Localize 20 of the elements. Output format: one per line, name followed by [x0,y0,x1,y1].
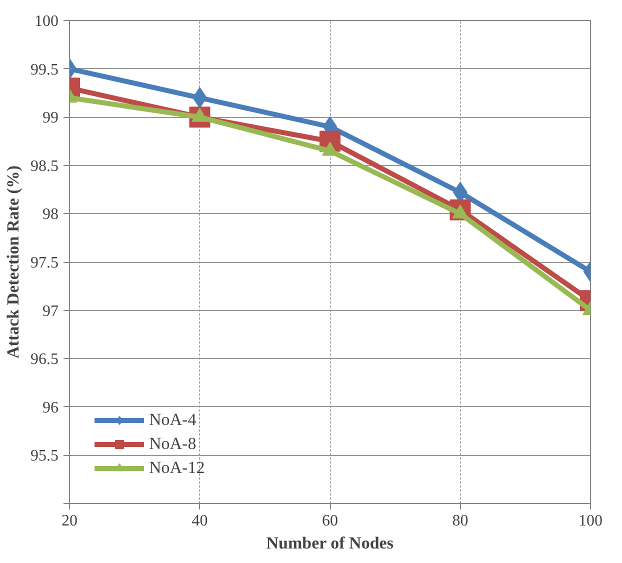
legend-label: NoA-4 [149,410,196,430]
x-tick-label: 80 [452,512,468,530]
x-tick-label: 20 [62,512,78,530]
y-tick-label: 98 [42,206,58,224]
y-tick-label: 99.5 [30,61,58,78]
y-tick-label: 97 [42,302,58,320]
x-tick-label: 60 [322,512,338,530]
y-axis-title: Attack Detection Rate (%) [4,165,22,359]
y-tick-label: 96 [42,399,58,416]
y-tick-label: 96.5 [30,351,58,368]
legend-label: NoA-12 [149,458,205,478]
y-tick-label: 98.5 [30,158,58,175]
y-tick-label: 99 [42,110,58,127]
x-tick-label: 100 [578,512,602,530]
legend-label: NoA-8 [149,434,196,454]
y-tick-label: 100 [34,13,58,30]
y-tick-label: 97.5 [30,254,58,272]
x-axis-title: Number of Nodes [266,534,394,552]
x-tick-label: 40 [192,512,208,530]
y-tick-label: 95.5 [30,448,58,465]
